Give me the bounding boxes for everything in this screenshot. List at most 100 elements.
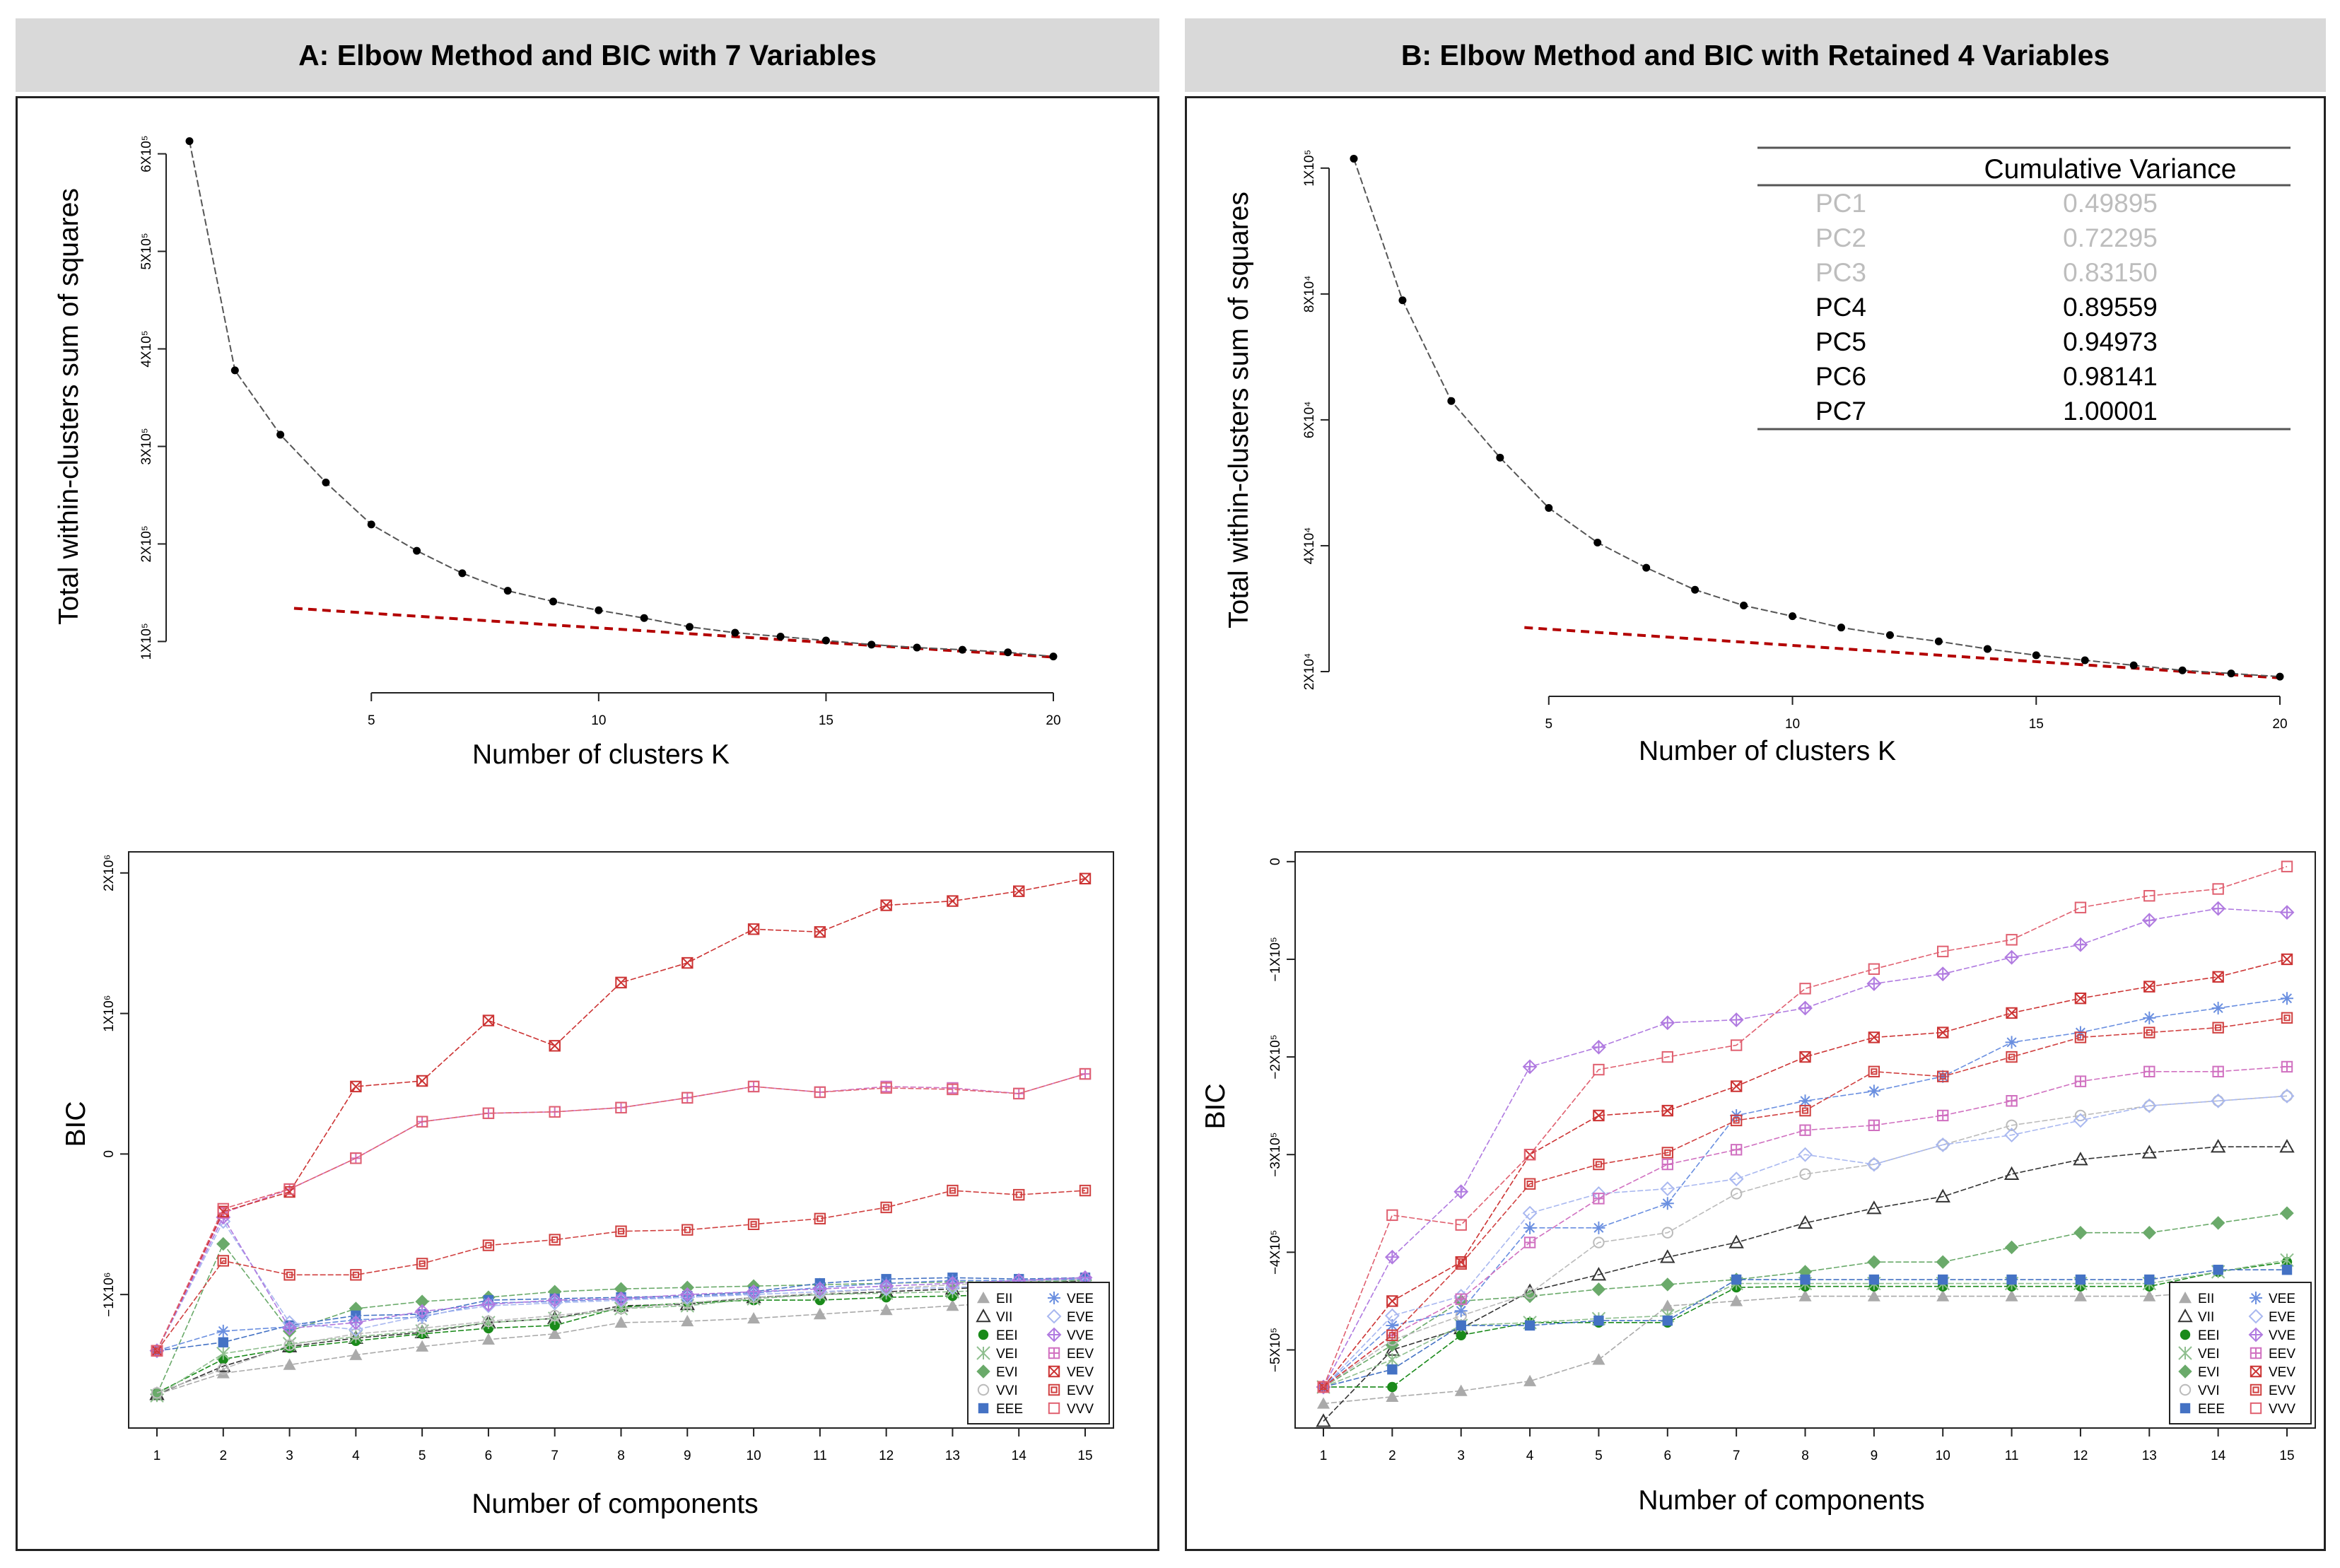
panel-b-title: B: Elbow Method and BIC with Retained 4 … [1400,38,2110,71]
A-bic-legend-marker-evi [976,1364,990,1379]
B-bic-series-vvi [1317,1090,2293,1393]
A-bic-point-vvv [1013,1087,1025,1100]
A-bic-point-vvi [217,1363,229,1375]
B-bic-point-eve [1660,1181,1675,1196]
A-elbow-point [913,643,921,652]
B-bic-legend-marker-vee [2250,1292,2262,1304]
B-bic-point-vii [2141,1145,2157,1159]
A-bic-legend-marker-eee [978,1403,989,1414]
A-bic-x-tick-label: 5 [419,1449,426,1463]
B-bic-line-vve [1323,908,2288,1388]
B-bic-point-vev [1593,1109,1605,1122]
A-bic-point-eei [549,1320,560,1331]
B-elbow-point [1398,296,1407,305]
A-bic-line-vvi [156,1278,1086,1394]
table-row-value: 0.72295 [2063,223,2158,252]
A-elbow-point [276,431,285,439]
A-bic-point-vve [812,1281,828,1297]
A-elbow-y-tick-label: 2X10⁵ [139,525,154,562]
B-bic-point-vee [1661,1197,1674,1210]
B-bic-point-vev [2143,981,2155,993]
B-bic-y-axis-label: BIC [1200,1083,1231,1129]
A-bic-plot-frame [128,851,1114,1429]
B-bic-legend-marker-eve [2248,1309,2264,1324]
B-bic-point-evv [1455,1258,1467,1270]
A-elbow-point [1004,648,1012,657]
A-bic-point-eii [946,1299,959,1311]
A-elbow-point [821,636,830,645]
B-bic-point-eee [1524,1320,1535,1331]
A-bic-legend-marker-eii [977,1292,990,1304]
B-bic-legend-marker-eev [2250,1347,2262,1359]
B-bic-point-vvv [2006,934,2018,946]
A-bic-x-tick-label: 14 [1012,1449,1027,1463]
B-bic-point-eev [2281,1060,2293,1073]
A-bic-point-vvi [283,1339,296,1351]
panel-b-header: B: Elbow Method and BIC with Retained 4 … [1185,18,2326,92]
B-bic-point-vei [1385,1352,1400,1367]
B-bic-point-vev [2212,971,2224,983]
A-bic-point-vev [615,976,627,989]
A-bic-legend: EII VII EEI VEI EVI VVI EEE VEE EVE VVE EEV VEV EVV V… [967,1282,1110,1424]
B-bic-legend-label-vve: VVE [2269,1328,2295,1343]
A-bic-x-tick-label: 3 [286,1449,293,1463]
A-bic-legend-marker-vii [976,1308,991,1323]
A-elbow-point [776,633,785,641]
A-bic-point-vvv [681,1092,694,1104]
B-bic-point-evv [1868,1065,1880,1078]
B-bic-point-eev [1661,1158,1673,1171]
B-bic-point-vvv [1661,1051,1673,1063]
B-bic-point-vii [1935,1188,1950,1203]
B-bic-point-vve [1935,966,1950,982]
B-bic-point-eve [2073,1113,2088,1128]
A-elbow-y-tick-label: 6X10⁵ [139,135,154,172]
B-elbow-x-tick-label: 5 [1545,717,1553,732]
B-elbow-y-axis-label: Total within-clusters sum of squares [1224,192,1254,628]
A-bic-legend-label-vei: VEI [996,1347,1018,1362]
B-bic-point-eve [1384,1308,1400,1323]
A-bic-legend-label-evi: EVI [996,1365,1018,1380]
B-bic-point-eee [2213,1265,2223,1275]
B-bic-series-eee [1318,1265,2293,1393]
B-bic-legend-marker-eei [2180,1329,2191,1340]
A-bic-x-tick-label: 13 [945,1449,960,1463]
table-row-value: 0.83150 [2063,258,2158,287]
B-elbow-x-tick-label: 15 [2029,717,2044,732]
B-bic-point-evv [1730,1114,1743,1127]
B-bic-point-vve [1591,1039,1606,1055]
B-bic-point-evv [1523,1178,1536,1190]
A-bic-x-tick-label: 9 [684,1449,691,1463]
A-bic-point-evv [283,1269,296,1281]
A-bic-legend-label-vev: VEV [1067,1365,1094,1380]
A-bic-point-evv [1079,1184,1092,1197]
B-bic-legend-marker-evv [2250,1383,2262,1396]
B-bic-point-vee [1454,1304,1468,1318]
B-bic-point-eee [1456,1320,1466,1331]
B-bic-point-eev [2074,1075,2087,1087]
B-bic-legend: EII VII EEI VEI EVI VVI EEE VEE EVE VVE EEV VEV EVV V… [2169,1282,2312,1424]
B-elbow-point [1496,453,1504,462]
B-bic-y-tick-label: 0 [1268,858,1283,866]
A-bic-point-vvi [549,1309,561,1322]
A-bic-point-vvv [880,1082,892,1094]
A-elbow-point [867,640,876,649]
A-bic-point-evv [880,1201,892,1214]
A-bic-point-vei [216,1346,230,1361]
B-bic-point-vev [1661,1104,1673,1117]
A-elbow-point [549,597,558,606]
A-bic-point-vvv [747,1080,760,1093]
B-bic-point-eii [1523,1374,1537,1386]
B-elbow-y-tick-label: 1X10⁵ [1302,150,1317,187]
A-bic-point-vvv [947,1083,959,1096]
A-bic-y-axis-label: BIC [61,1101,91,1147]
A-elbow-point [503,587,512,595]
A-bic-line-evv [156,1190,1086,1352]
B-bic-point-vve [2279,905,2295,920]
B-bic-point-eee [2281,1265,2293,1275]
B-elbow-point [1837,624,1845,632]
A-bic-legend-marker-vvv [1048,1402,1060,1415]
B-elbow-trend-line [1524,626,2281,679]
B-bic-point-evi [1591,1282,1606,1297]
B-bic-x-tick-label: 12 [2073,1449,2088,1463]
B-bic-point-vee [2281,992,2293,1005]
